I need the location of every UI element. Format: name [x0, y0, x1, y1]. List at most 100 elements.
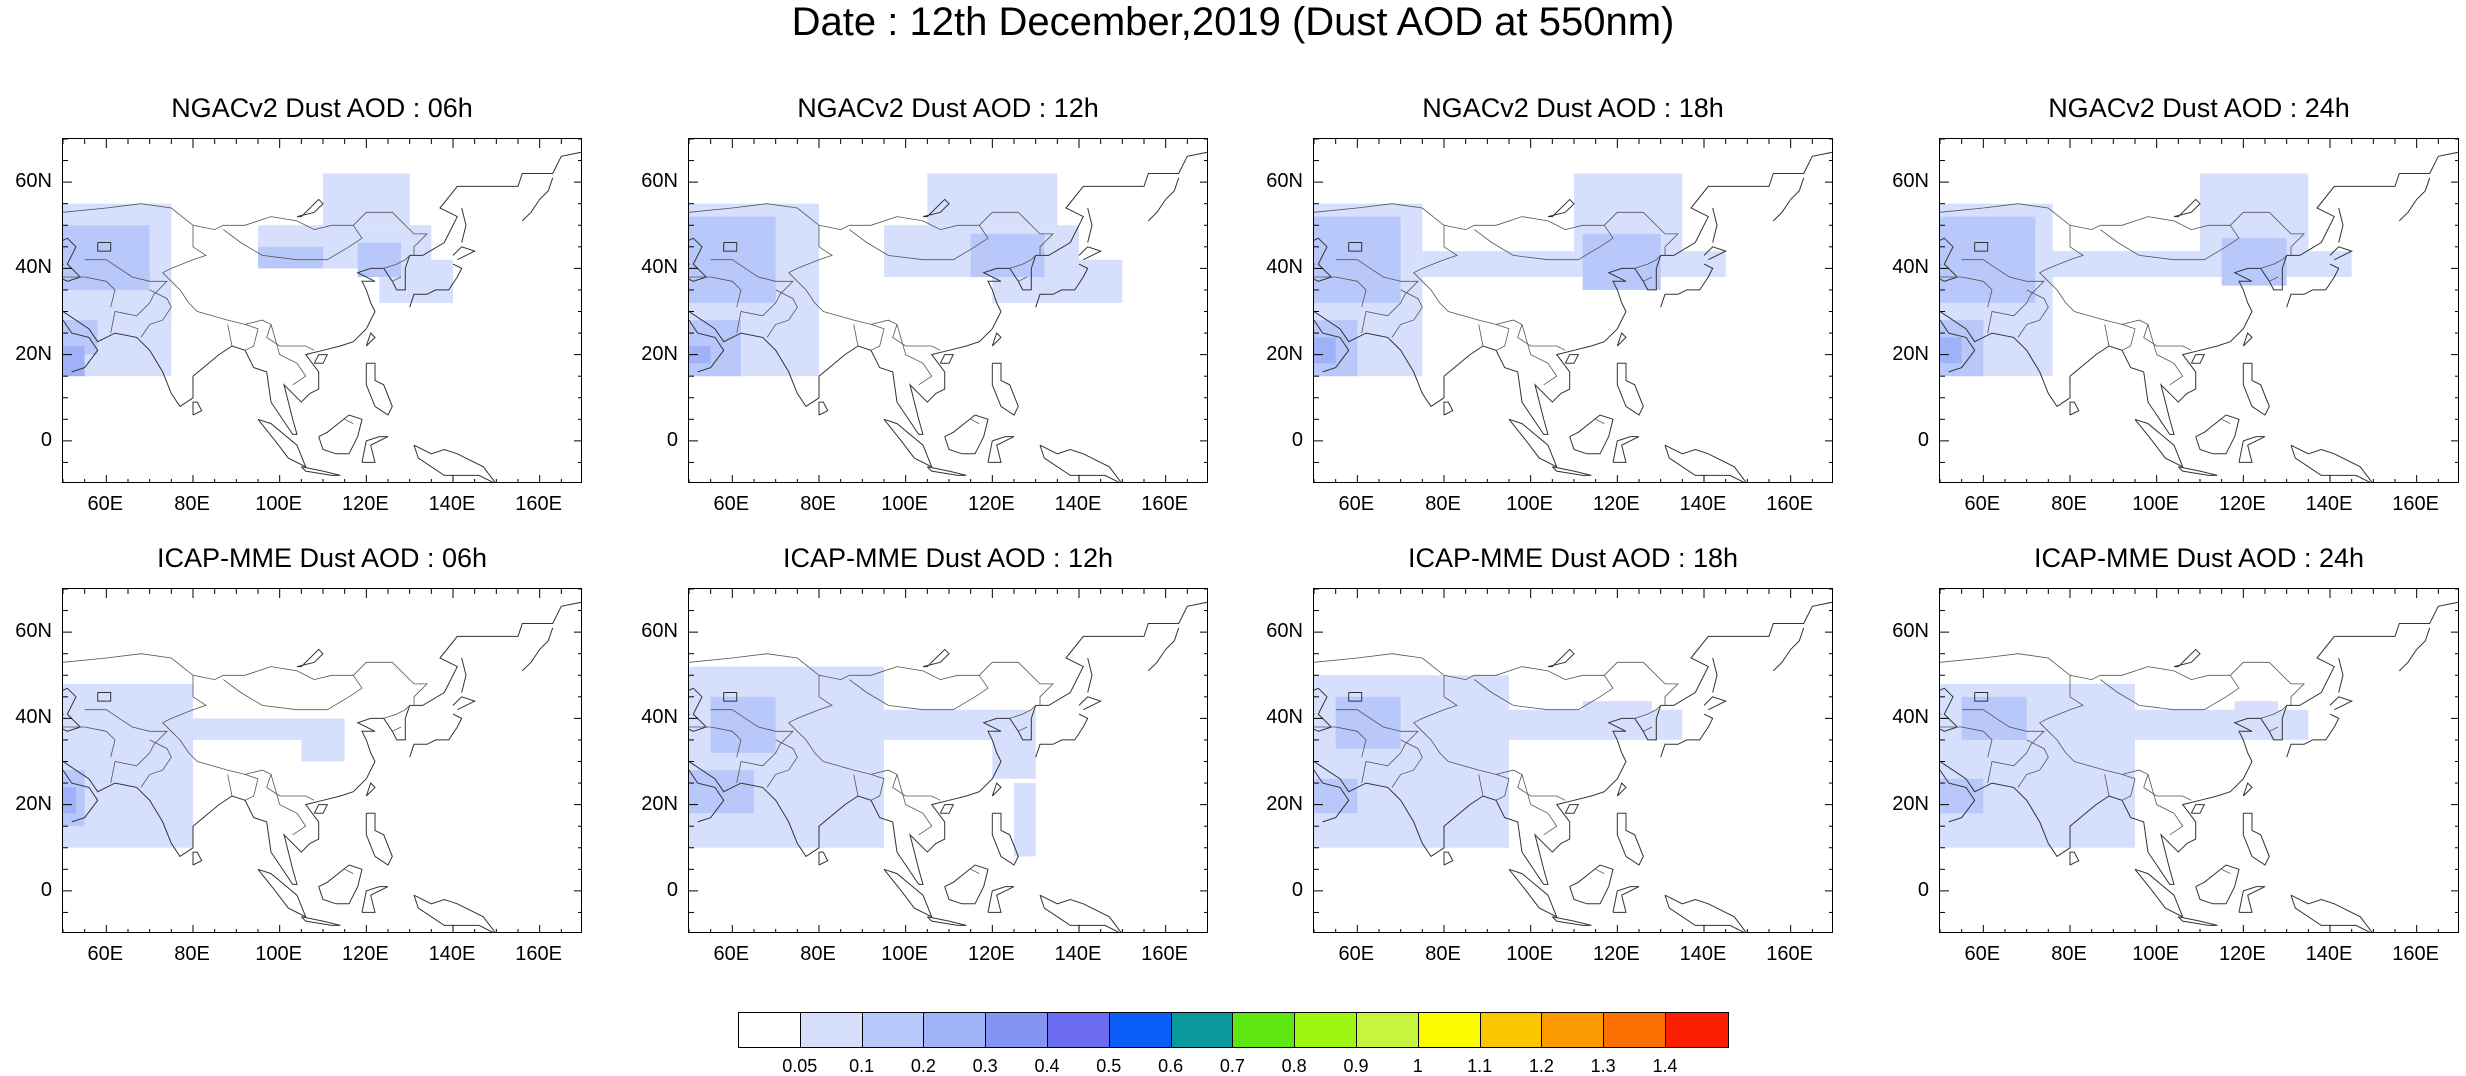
coastline — [2242, 332, 2253, 347]
y-tick-label: 60N — [1266, 170, 1303, 193]
coastline — [2242, 782, 2253, 797]
dust-aod-patch — [1582, 701, 1652, 736]
coastline — [452, 246, 477, 261]
dust-aod-patch — [1582, 233, 1661, 290]
x-tick-label: 140E — [1054, 943, 1102, 965]
x-tick-label: 120E — [341, 943, 389, 965]
coastline — [2173, 648, 2201, 668]
coastline — [991, 782, 1002, 797]
coastline — [1564, 804, 1580, 814]
coastline — [689, 769, 725, 823]
coastline — [689, 319, 725, 373]
colorbar-box — [1295, 1013, 1357, 1047]
panel-title: NGACv2 Dust AOD : 12h — [797, 93, 1099, 123]
x-tick-label: 120E — [2218, 943, 2266, 965]
coastline — [1314, 319, 1350, 373]
x-tick-label: 140E — [2305, 943, 2353, 965]
x-tick-label: 60E — [87, 493, 124, 515]
panel-title: NGACv2 Dust AOD : 24h — [2048, 93, 2350, 123]
coastline — [1712, 657, 1718, 693]
x-tick-label: 60E — [1964, 943, 2001, 965]
coastline — [1612, 436, 1640, 463]
x-tick-label: 60E — [87, 943, 124, 965]
x-tick-label: 120E — [1592, 493, 1640, 515]
country-border — [223, 225, 363, 261]
dust-aod-patch — [63, 346, 85, 377]
dust-aod-patch — [1940, 216, 2036, 303]
country-border — [344, 418, 354, 424]
country-border — [689, 276, 742, 308]
country-border — [1595, 868, 1605, 874]
dust-aod-patch — [689, 346, 711, 364]
dust-aod-patch — [323, 173, 410, 226]
coastline — [1616, 362, 1644, 416]
coastline — [2286, 263, 2340, 308]
coastline — [1314, 601, 1832, 885]
coastline — [2398, 627, 2431, 672]
map-plot — [1940, 589, 2458, 932]
coastline — [939, 354, 955, 364]
country-border — [1478, 324, 1484, 347]
coastline — [409, 263, 463, 308]
y-tick-label: 60N — [15, 620, 52, 643]
country-border — [766, 289, 798, 338]
country-border — [1009, 255, 1036, 269]
country-border — [63, 203, 428, 256]
dust-aod-patch — [1961, 696, 2027, 740]
y-tick-label: 60N — [641, 620, 678, 643]
country-border — [870, 324, 885, 351]
panel-title: ICAP-MME Dust AOD : 24h — [2033, 543, 2365, 573]
x-tick-label: 100E — [255, 943, 303, 965]
coastline — [2177, 916, 2218, 926]
panel-title: ICAP-MME Dust AOD : 18h — [1407, 543, 1739, 573]
x-tick-label: 100E — [881, 493, 929, 515]
x-tick-label: 140E — [428, 943, 476, 965]
coastline — [1616, 782, 1627, 797]
y-tick-label: 40N — [15, 706, 52, 729]
coastline — [1147, 627, 1180, 672]
country-border — [63, 653, 428, 706]
coastline — [2329, 696, 2354, 711]
country-border — [1478, 774, 1484, 797]
colorbar-box — [1109, 1013, 1172, 1047]
dust-aod-patch — [689, 770, 754, 814]
coastline — [987, 886, 1015, 913]
colorbar-label: 1 — [1412, 1056, 1423, 1076]
coastline — [2177, 466, 2218, 476]
coastline — [1940, 601, 2458, 885]
y-tick-label: 20N — [641, 342, 678, 365]
coastline — [97, 692, 112, 702]
x-tick-label: 60E — [1338, 943, 1375, 965]
x-tick-label: 160E — [515, 943, 563, 965]
coastline — [922, 198, 950, 218]
coastline — [361, 436, 389, 463]
country-border — [1391, 289, 1423, 338]
colorbar-label: 0.3 — [972, 1056, 998, 1076]
map-plot — [1314, 139, 1832, 482]
colorbar — [738, 1012, 1729, 1048]
country-border — [766, 739, 798, 788]
colorbar-box — [986, 1013, 1048, 1047]
country-border — [270, 774, 307, 836]
dust-aod-patch — [1940, 337, 1962, 364]
y-tick-label: 0 — [1917, 878, 1929, 901]
coastline — [1772, 177, 1805, 222]
coastline — [1035, 263, 1089, 308]
x-tick-label: 140E — [1054, 493, 1102, 515]
coastline — [63, 601, 581, 885]
coastline — [1569, 414, 1614, 455]
colorbar-label: 0.5 — [1096, 1056, 1122, 1076]
dust-aod-patch — [1314, 778, 1358, 814]
country-border — [689, 726, 742, 758]
country-border — [896, 774, 933, 836]
coastline — [723, 242, 738, 252]
country-border — [1314, 203, 1679, 256]
country-border — [1521, 324, 1558, 386]
coastline — [1703, 696, 1728, 711]
dust-aod-patch — [357, 242, 401, 277]
coastline — [2290, 894, 2373, 932]
coastline — [1147, 177, 1180, 222]
coastline — [318, 864, 363, 905]
coastline — [1039, 894, 1122, 932]
coastline — [1660, 713, 1714, 758]
